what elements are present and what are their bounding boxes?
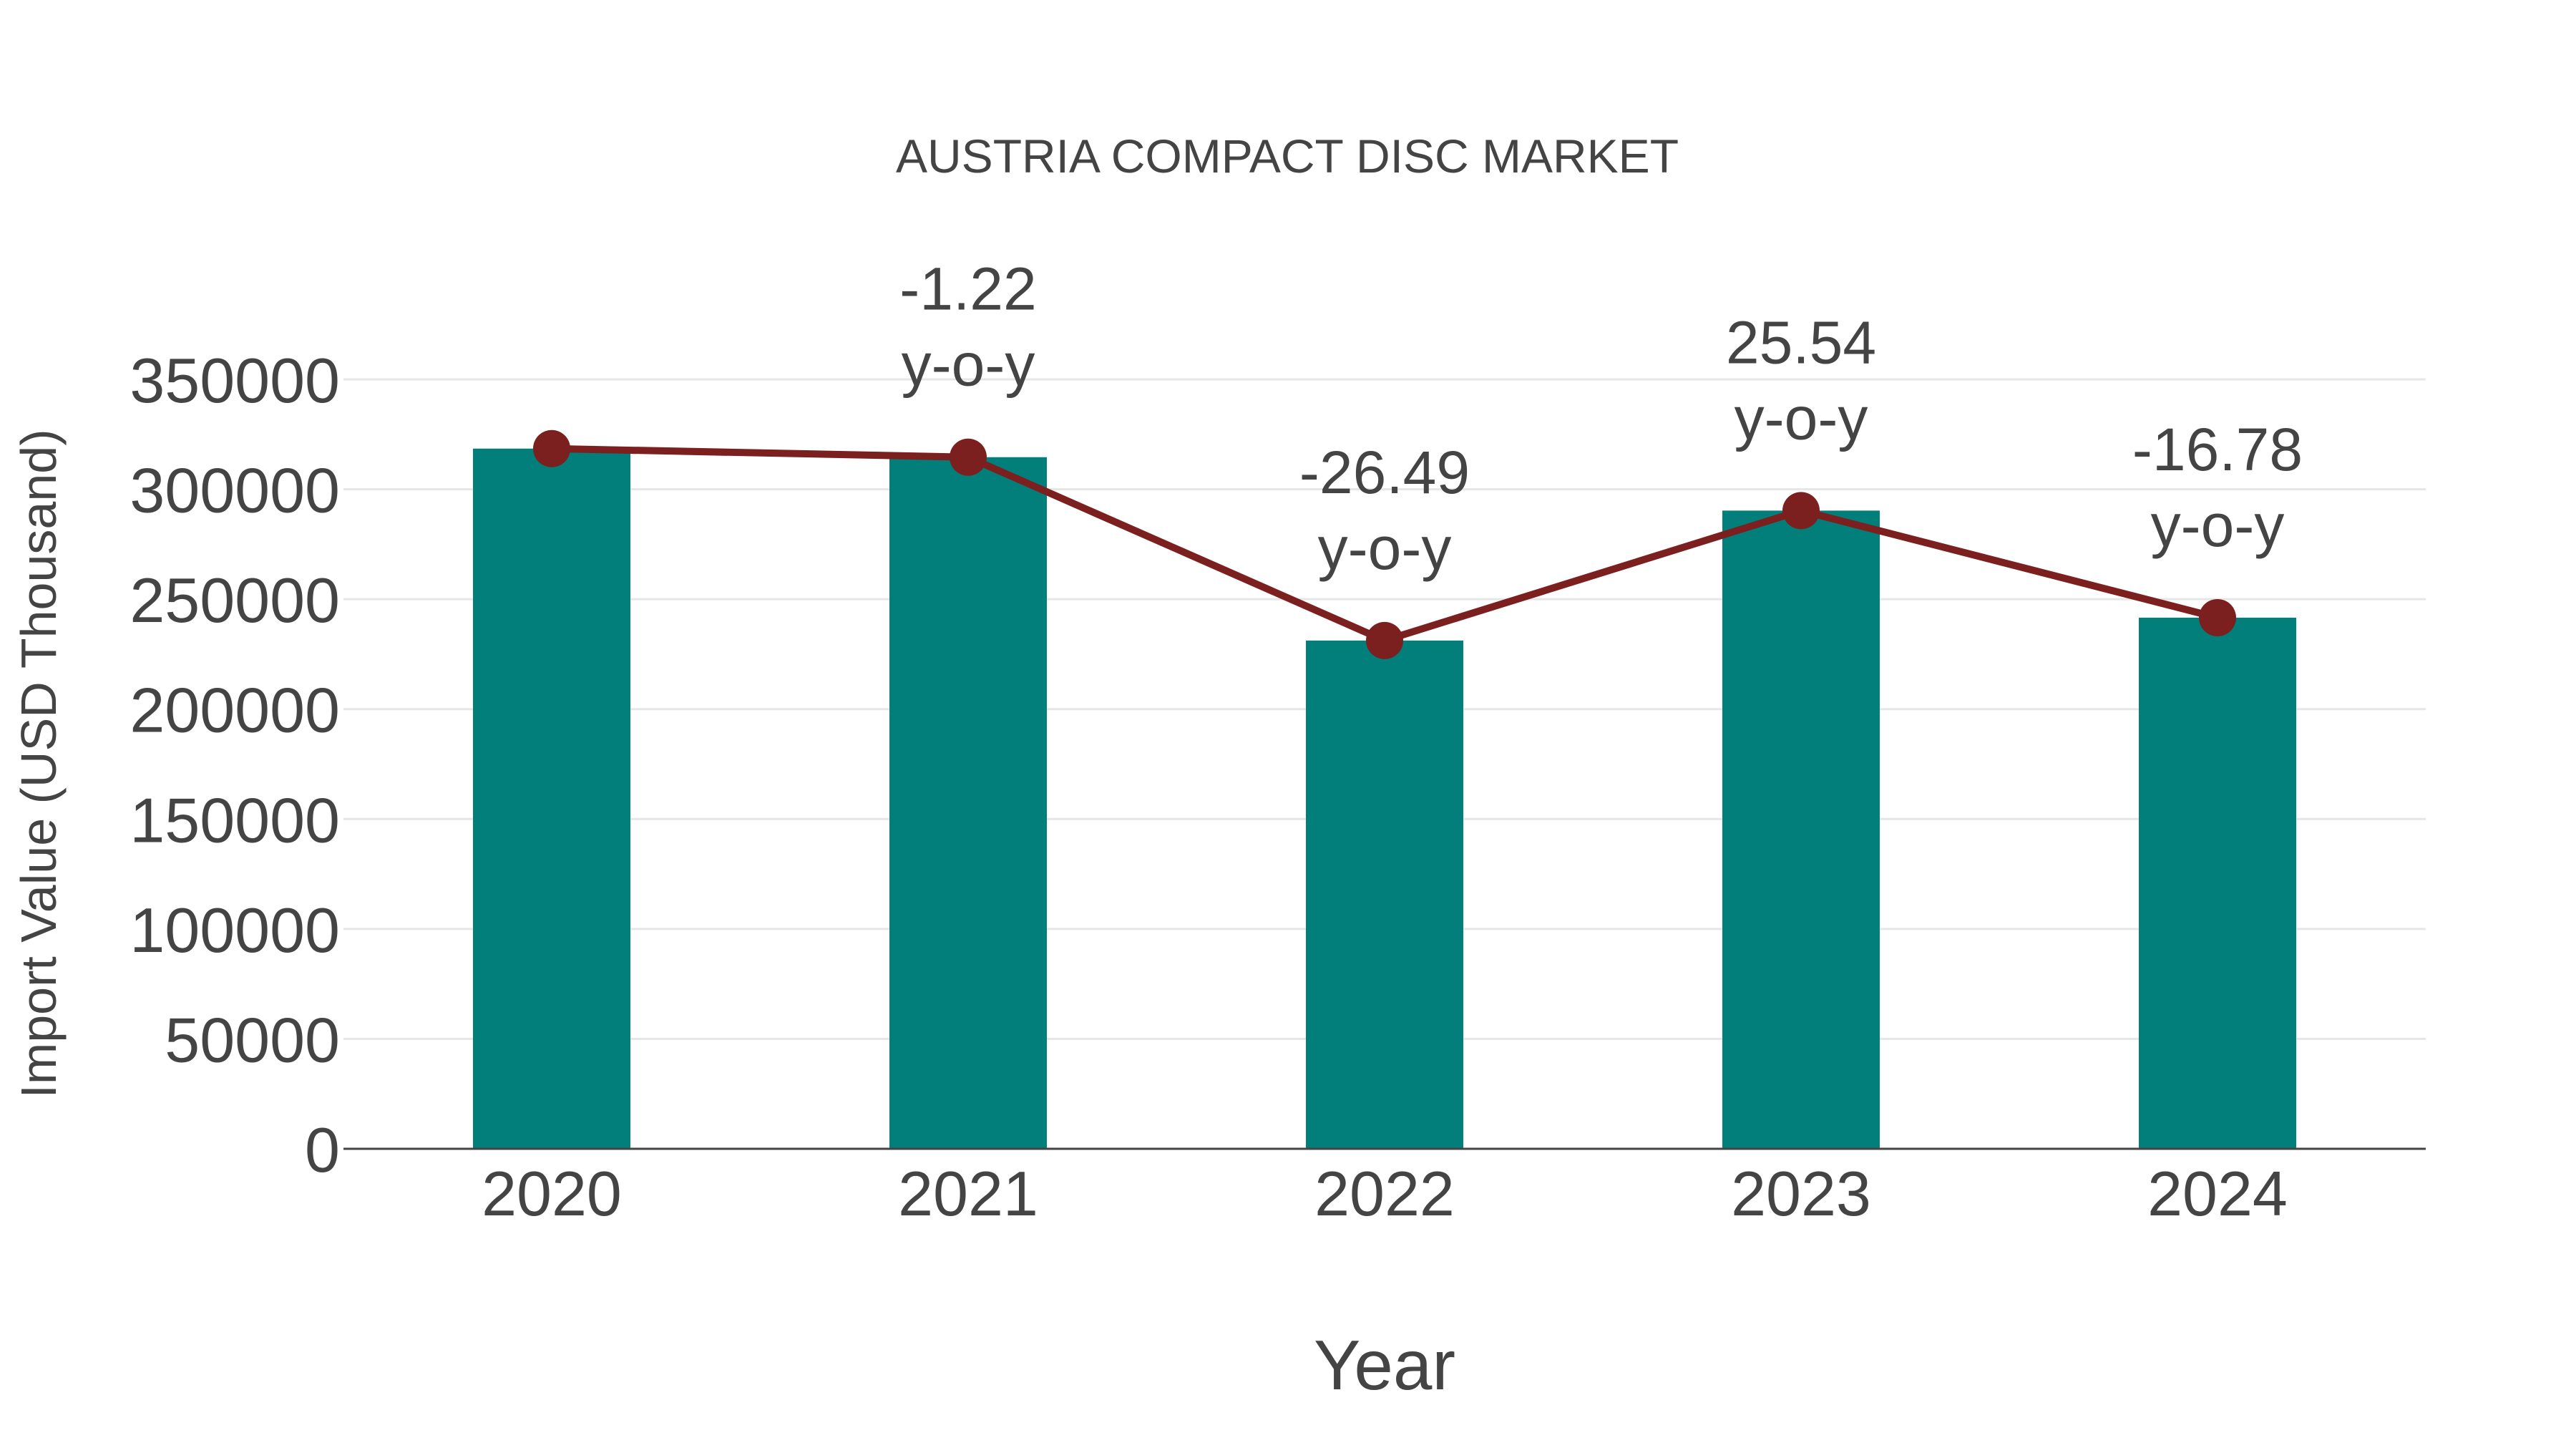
y-tick-label: 0 — [305, 1114, 340, 1185]
line-marker-2022 — [1366, 621, 1403, 659]
x-axis-ticks: 2020 2021 2022 2023 2024 — [482, 1158, 2288, 1229]
chart-title: AUSTRIA COMPACT DISC MARKET — [896, 130, 1679, 183]
x-tick-label: 2021 — [898, 1158, 1038, 1229]
line-marker-2021 — [950, 438, 987, 476]
y-axis-title: Import Value (USD Thousand) — [11, 429, 67, 1098]
y-tick-label: 150000 — [130, 784, 340, 855]
yoy-value-label: -1.22 — [899, 256, 1036, 323]
bar-2020 — [473, 448, 630, 1149]
bar-2021 — [889, 457, 1047, 1149]
yoy-value-label: -16.78 — [2132, 416, 2303, 483]
yoy-suffix-label: y-o-y — [1318, 515, 1452, 582]
y-axis-ticks: 0 50000 100000 150000 200000 250000 300000 3500… — [130, 345, 340, 1185]
y-tick-label: 50000 — [165, 1004, 340, 1075]
yoy-value-label: -26.49 — [1299, 439, 1470, 506]
bar-2022 — [1306, 640, 1463, 1149]
bar-series — [473, 448, 2296, 1149]
x-tick-label: 2020 — [482, 1158, 622, 1229]
bar-2023 — [1722, 510, 1880, 1149]
line-marker-2023 — [1782, 492, 1820, 530]
x-tick-label: 2024 — [2147, 1158, 2288, 1229]
line-series — [533, 429, 2236, 659]
yoy-suffix-label: y-o-y — [2151, 492, 2285, 559]
x-tick-label: 2023 — [1731, 1158, 1871, 1229]
x-axis-title: Year — [1314, 1326, 1455, 1404]
line-marker-2024 — [2199, 598, 2236, 636]
y-tick-label: 300000 — [130, 455, 340, 526]
y-tick-label: 100000 — [130, 895, 340, 966]
yoy-value-label: 25.54 — [1726, 308, 1876, 376]
x-tick-label: 2022 — [1314, 1158, 1455, 1229]
line-marker-2020 — [533, 429, 570, 467]
y-tick-label: 350000 — [130, 345, 340, 416]
bar-2024 — [2139, 617, 2296, 1149]
yoy-suffix-label: y-o-y — [1735, 384, 1868, 452]
y-tick-label: 250000 — [130, 565, 340, 636]
y-tick-label: 200000 — [130, 675, 340, 746]
yoy-suffix-label: y-o-y — [902, 331, 1035, 399]
yoy-annotations: -1.22 y-o-y -26.49 y-o-y 25.54 y-o-y -16.78 y-o… — [899, 256, 2303, 582]
